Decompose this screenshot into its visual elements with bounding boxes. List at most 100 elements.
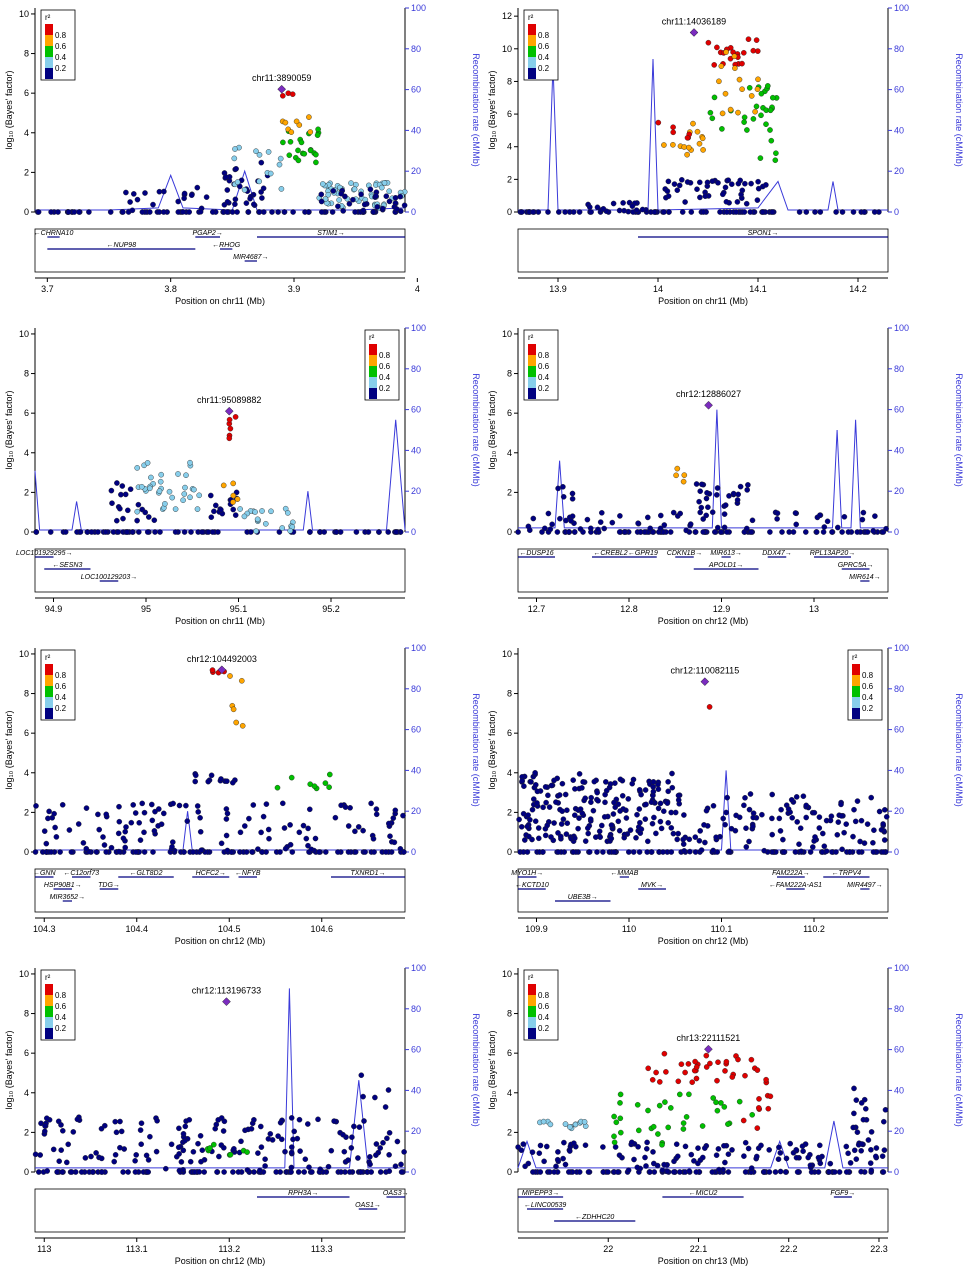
snp-point (258, 159, 265, 166)
y-tick-label: 6 (507, 408, 512, 418)
snp-point (116, 803, 122, 810)
snp-point (224, 187, 231, 193)
legend-swatch (45, 1017, 53, 1028)
gene-label: RPH3A→ (288, 1190, 318, 1197)
snp-point (853, 1156, 860, 1162)
snp-point (83, 845, 90, 852)
snp-point (96, 826, 102, 833)
snp-point (351, 1123, 357, 1130)
snp-point (827, 1160, 834, 1167)
y-tick-label: 0 (24, 527, 29, 537)
snp-point (32, 849, 39, 855)
snp-point (864, 821, 871, 827)
snp-point (881, 806, 888, 813)
snp-point (215, 1117, 221, 1123)
y-tick-label: 4 (507, 142, 512, 152)
legend-swatch (45, 697, 53, 708)
snp-point (393, 206, 400, 212)
y-tick-label: 4 (24, 128, 29, 138)
y-axis-label: log₁₀ (Bayes' factor) (4, 390, 14, 469)
snp-point (655, 786, 662, 792)
y-tick-label: 2 (507, 807, 512, 817)
snp-point (244, 1149, 250, 1155)
y-right-tick-label: 80 (894, 684, 904, 694)
snp-point (754, 48, 761, 54)
snp-point (260, 813, 267, 820)
snp-point (650, 788, 657, 795)
snp-point (180, 1130, 187, 1137)
snp-point (176, 802, 183, 809)
snp-point (736, 76, 743, 83)
snp-point (692, 1058, 698, 1065)
y-tick-label: 4 (24, 1088, 29, 1098)
legend-tick-label: 0.2 (55, 704, 67, 713)
gene-label: MVK→ (641, 882, 663, 889)
snp-point (256, 1167, 263, 1174)
snp-point (192, 772, 199, 779)
snp-point (570, 209, 577, 215)
y-right-tick-label: 60 (411, 1045, 421, 1055)
snp-point (746, 85, 753, 91)
snp-point (796, 209, 803, 215)
snp-point (681, 472, 688, 478)
snp-point (341, 1148, 348, 1155)
legend-tick-label: 0.8 (538, 351, 550, 360)
snp-point (765, 1105, 772, 1112)
snp-point (769, 94, 776, 101)
snp-point (729, 1074, 736, 1080)
gene-label: ←GLT8D2 (130, 870, 163, 877)
snp-point (250, 201, 257, 208)
x-tick-label: 12.8 (620, 604, 638, 614)
snp-point (617, 513, 623, 519)
snp-point (114, 517, 120, 524)
gene-label: GPRC5A→ (838, 562, 874, 569)
snp-point (259, 508, 265, 514)
y-right-tick-label: 20 (894, 1126, 904, 1136)
snp-point (268, 508, 274, 515)
snp-point (269, 209, 275, 215)
snp-point (697, 509, 703, 516)
snp-point (530, 515, 537, 522)
x-tick-label: 113.3 (311, 1244, 333, 1254)
snp-point (705, 39, 712, 46)
snp-point (122, 491, 129, 498)
gene-label: TDG→ (98, 882, 120, 889)
snp-point (307, 529, 313, 535)
snp-point (42, 1128, 48, 1135)
snp-point (616, 827, 623, 834)
y-tick-label: 8 (24, 1009, 29, 1019)
snp-point (676, 1091, 683, 1098)
snp-point (99, 1169, 105, 1175)
snp-point (721, 1104, 728, 1110)
snp-point (166, 488, 173, 495)
legend-swatch (45, 1028, 53, 1039)
snp-point (816, 814, 823, 820)
snp-point (609, 519, 616, 526)
snp-point (711, 94, 718, 101)
snp-point (62, 529, 69, 535)
snp-point (788, 796, 795, 803)
snp-point (290, 1136, 296, 1143)
snp-point (134, 465, 140, 471)
snp-point (556, 209, 562, 215)
snp-point (224, 810, 231, 817)
snp-point (756, 1096, 762, 1102)
snp-point (802, 529, 809, 535)
snp-point (535, 825, 542, 831)
snp-point (47, 529, 54, 535)
snp-point (176, 1151, 182, 1157)
gene-label: FGF9→ (830, 1190, 855, 1197)
snp-point (57, 849, 63, 855)
y-tick-label: 8 (507, 76, 512, 86)
snp-point (157, 529, 163, 535)
y-right-tick-label: 100 (411, 323, 426, 333)
snp-point (232, 512, 239, 518)
legend-swatch (369, 355, 377, 366)
snp-point (680, 841, 687, 847)
snp-point (130, 802, 136, 808)
snp-point (325, 1163, 332, 1170)
snp-point (322, 849, 329, 855)
snp-point (714, 44, 720, 51)
snp-point (355, 824, 362, 830)
snp-point (721, 511, 728, 517)
